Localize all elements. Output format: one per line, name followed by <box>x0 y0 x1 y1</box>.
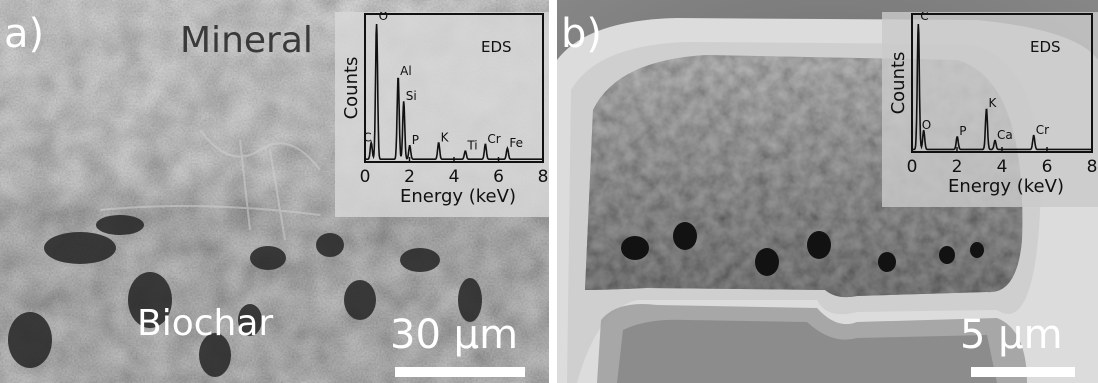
peak-label-p: P <box>412 133 419 147</box>
peak-label-k: K <box>441 130 450 144</box>
eds-inset-a: O C Al Si P K Ti Cr Fe EDS 0 2 4 6 8 Energy (keV) Counts <box>335 12 549 217</box>
x-tick-label: 0 <box>360 167 371 187</box>
x-tick-label: 6 <box>1042 157 1053 177</box>
peak-label-si: Si <box>406 89 417 103</box>
y-axis-label: Counts <box>341 57 362 120</box>
peak-label-cr: Cr <box>1036 123 1049 137</box>
peak-label-cr: Cr <box>487 132 500 146</box>
scale-bar-b <box>971 367 1075 377</box>
x-tick-label: 8 <box>538 167 549 187</box>
sem-panel-a: a) Mineral Biochar 30 µm O C Al Si P K Ti Cr Fe E… <box>0 0 549 383</box>
inset-background <box>335 12 549 217</box>
sem-panel-b: b) 5 µm C O P K Ca Cr EDS 0 2 4 6 8 Energy (keV) Coun… <box>557 0 1098 383</box>
inset-title: EDS <box>481 38 512 56</box>
peak-label-o: O <box>379 12 388 23</box>
inset-title: EDS <box>1030 38 1061 56</box>
y-axis-label: Counts <box>888 52 909 115</box>
region-label-mineral: Mineral <box>180 20 313 61</box>
eds-inset-b: C O P K Ca Cr EDS 0 2 4 6 8 Energy (keV) Counts <box>882 12 1098 207</box>
peak-label-ti: Ti <box>466 139 477 153</box>
x-axis-label: Energy (keV) <box>948 176 1064 197</box>
peak-label-p: P <box>959 124 966 138</box>
x-tick-label: 2 <box>404 167 415 187</box>
x-tick-label: 0 <box>907 157 918 177</box>
scale-bar-label-b: 5 µm <box>960 312 1063 358</box>
x-axis-label: Energy (keV) <box>400 186 516 207</box>
panel-letter-b: b) <box>561 11 602 57</box>
scale-bar-label-a: 30 µm <box>390 312 519 358</box>
scale-bar-a <box>395 367 525 377</box>
x-tick-label: 8 <box>1087 157 1098 177</box>
x-tick-label: 2 <box>952 157 963 177</box>
x-tick-label: 4 <box>997 157 1008 177</box>
panel-letter-a: a) <box>4 11 45 57</box>
region-label-biochar: Biochar <box>137 303 274 344</box>
peak-label-fe: Fe <box>509 136 523 150</box>
peak-label-o: O <box>922 118 931 132</box>
x-tick-label: 6 <box>493 167 504 187</box>
peak-label-c: C <box>363 130 371 144</box>
peak-label-ca: Ca <box>997 128 1013 142</box>
peak-label-k: K <box>988 96 997 110</box>
peak-label-c: C <box>920 12 928 23</box>
x-tick-label: 4 <box>449 167 460 187</box>
peak-label-al: Al <box>400 64 412 78</box>
